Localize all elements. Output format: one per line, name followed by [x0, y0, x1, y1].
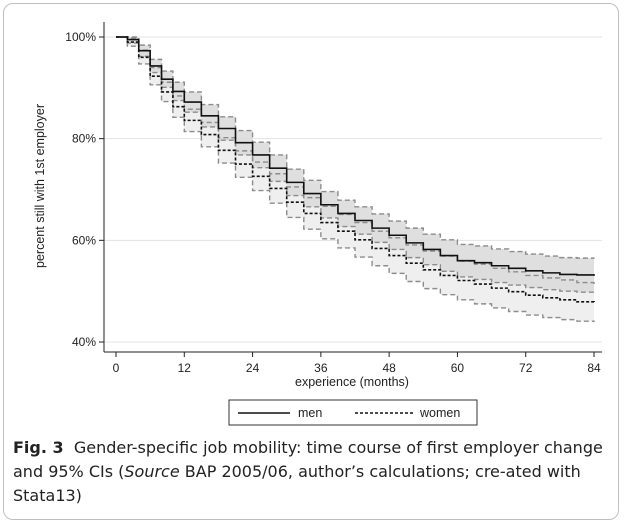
y-axis-title: percent still with 1st employer — [33, 104, 47, 268]
grid-lines — [104, 36, 602, 343]
legend: men women — [228, 399, 478, 426]
y-tick-label: 80% — [72, 132, 96, 146]
x-tick-label: 48 — [382, 361, 396, 375]
x-axis-ticks: 0 12 24 36 48 60 72 84 — [113, 352, 601, 375]
ci-border-women — [116, 36, 595, 323]
ci-band-women — [116, 37, 594, 323]
legend-label-women: women — [419, 406, 460, 420]
figure-frame — [3, 3, 619, 520]
x-tick-label: 0 — [113, 361, 120, 375]
x-tick-label: 72 — [519, 361, 533, 375]
x-tick-label: 12 — [178, 361, 192, 375]
survival-chart: 40% 60% 80% 100% 0 12 24 36 48 60 72 84 percent st… — [33, 21, 603, 426]
x-tick-label: 24 — [246, 361, 260, 375]
figure-caption: Fig. 3 Gender-specific job mobility: tim… — [13, 436, 613, 508]
legend-label-men: men — [298, 406, 322, 420]
x-tick-label: 36 — [314, 361, 328, 375]
y-tick-label: 100% — [65, 30, 96, 44]
caption-source-word: Source — [124, 462, 180, 481]
caption-text-1: Gender-specific job mobility: time cours… — [13, 438, 603, 481]
y-tick-label: 60% — [72, 233, 96, 247]
ci-border-men — [116, 36, 595, 259]
caption-figure-label: Fig. 3 — [13, 438, 64, 457]
caption-text-2: BAP 2005/06, author’s calculations; cre-… — [13, 462, 581, 505]
series-line-women — [116, 36, 595, 304]
x-axis-title: experience (months) — [295, 375, 409, 389]
x-tick-label: 60 — [451, 361, 465, 375]
ci-band-men — [116, 37, 594, 294]
y-axis-ticks: 40% 60% 80% 100% — [65, 30, 104, 349]
x-tick-label: 84 — [587, 361, 601, 375]
survival-lines — [116, 36, 595, 304]
y-tick-label: 40% — [72, 335, 96, 349]
